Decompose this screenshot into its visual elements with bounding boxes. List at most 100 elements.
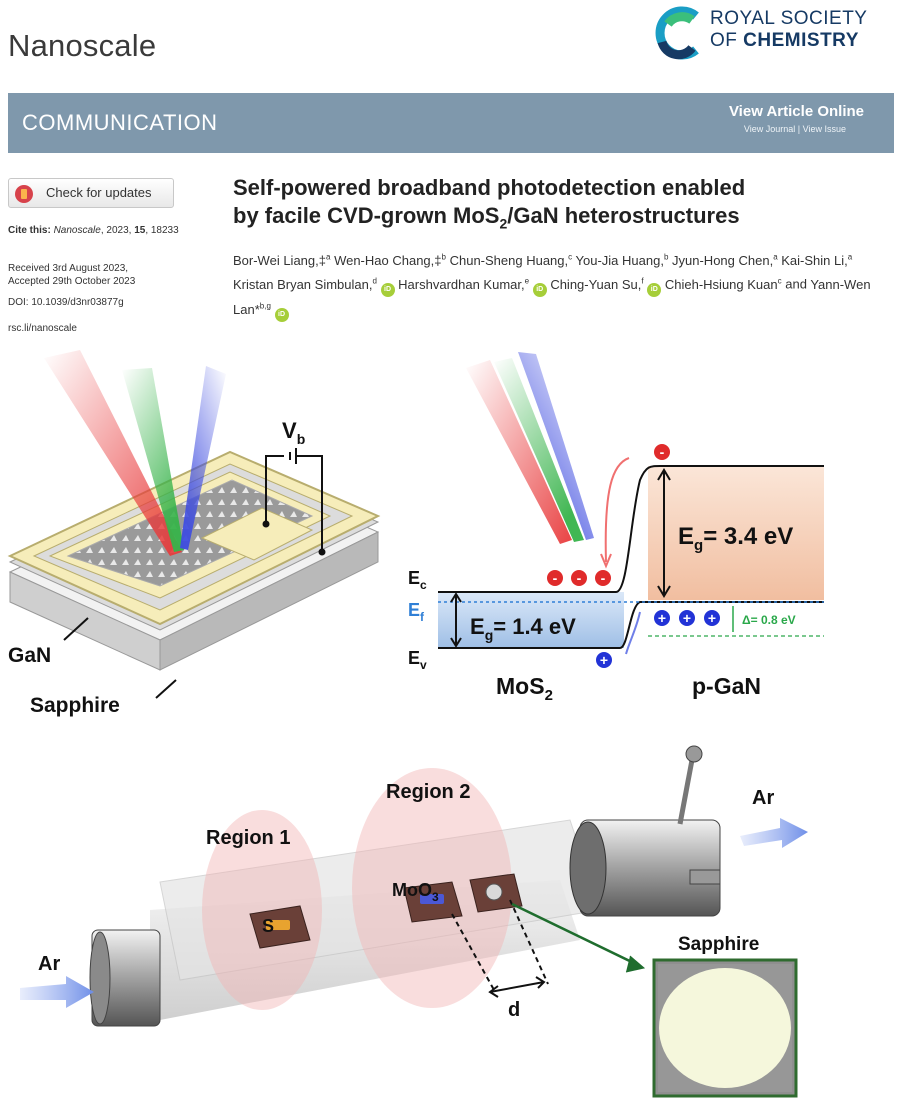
ev-label: Ev [408, 648, 427, 672]
mos2-bandgap-label: Eg= 1.4 eV [470, 614, 576, 643]
author-name[interactable]: Kai-Shin Li,a [781, 253, 852, 268]
distance-label: d [508, 999, 520, 1021]
inlet-flange-face [89, 931, 111, 1025]
outlet-fitting [689, 869, 721, 885]
bias-voltage-label: Vb [282, 418, 305, 447]
author-name[interactable]: Chun-Sheng Huang,c [450, 253, 573, 268]
moo3-powder [420, 894, 444, 904]
rsc-logo-icon [655, 6, 699, 60]
author-mark: * [254, 301, 260, 317]
moo3-label: MoO3 [392, 880, 439, 904]
sapphire-callout-line [511, 902, 641, 968]
band-blue-beam [518, 352, 594, 540]
author-name[interactable]: Wen-Hao Chang,‡b [334, 253, 446, 268]
electron-icon [595, 570, 611, 586]
author-name-text: You-Jia Huang, [575, 253, 664, 269]
view-journal-link[interactable]: View Journal [743, 124, 796, 134]
sapphire-side-right [159, 531, 379, 671]
author-name[interactable]: Harshvardhan Kumar,e iD [398, 276, 547, 297]
author-affiliation: a [847, 253, 853, 262]
links-separator: | [797, 124, 801, 134]
electron-icon [547, 570, 563, 586]
received-date: Received 3rd August 2023, [8, 263, 129, 274]
view-article-online-link[interactable]: View Article Online [728, 103, 864, 120]
electron-sign: - [553, 570, 558, 586]
green-light-beam [122, 368, 184, 552]
author-name[interactable]: Kristan Bryan Simbulan,d iD [233, 276, 395, 297]
electron-icon [654, 444, 670, 460]
gan-pointer [63, 617, 89, 641]
conduction-band [438, 465, 824, 593]
cvd-furnace: Region 1 Region 2 Ar Ar S MoO3 d Sapphir… [20, 745, 808, 1098]
author-name-text: Bor-Wei Liang, [233, 253, 319, 269]
author-name[interactable]: You-Jia Huang,b [576, 253, 669, 268]
crossmark-icon [15, 185, 33, 203]
title-line2-prefix: by facile CVD-grown MoS [233, 203, 500, 228]
doi[interactable]: DOI: 10.1039/d3nr03877g [8, 297, 124, 308]
cite-label: Cite this: [8, 225, 51, 236]
author-name-text: Yann-Wen Lan [233, 276, 871, 317]
view-issue-link[interactable]: View Issue [802, 124, 846, 134]
carrier-signs: - - - - + + + + [553, 444, 716, 668]
author-name-text: Chun-Sheng Huang, [449, 253, 569, 269]
band-red-beam [466, 360, 572, 544]
electron-sign: - [660, 444, 665, 460]
author-affiliation: b [441, 253, 446, 262]
rsc-logo-text: ROYAL SOCIETY OF CHEMISTRY [710, 8, 867, 52]
author-affiliation: b,g [259, 301, 271, 311]
electron-sign: - [601, 570, 606, 586]
author-list: Bor-Wei Liang,‡a Wen-Hao Chang,‡b Chun-S… [233, 248, 873, 322]
title-line2-suffix: /GaN heterostructures [507, 203, 740, 228]
author-name[interactable]: Ching-Yuan Su,f iD [550, 276, 662, 297]
contact-dot-1 [262, 520, 270, 528]
author-name[interactable]: Chieh-Hsiung Kuanc [664, 276, 782, 292]
rsc-logo[interactable]: ROYAL SOCIETY OF CHEMISTRY [648, 2, 898, 64]
figure-canvas: Vb GaN Sapphire [7, 350, 824, 1098]
d-arrowheads [488, 976, 546, 998]
author-affiliation: d [372, 276, 377, 286]
band-diagram: - - - - + + + + Ec Ef Ev Eg= 1.4 eV Eg= … [408, 352, 824, 704]
red-light-beam [44, 350, 182, 556]
sapphire-photo-label: Sapphire [678, 934, 759, 955]
author-name[interactable]: Yann-Wen Lan*b,g iD [233, 276, 871, 322]
graphical-abstract: Vb GaN Sapphire [0, 340, 900, 1100]
author-name-text: Chieh-Hsiung Kuan [664, 276, 778, 292]
orcid-icon[interactable]: iD [274, 307, 289, 322]
band-green-beam [494, 358, 584, 542]
publisher-line2-prefix: OF [710, 30, 744, 51]
outlet-flange-face [569, 821, 607, 915]
delta-label: Δ= 0.8 eV [742, 613, 796, 627]
hole-sign: + [658, 610, 666, 626]
gan-gap-arrowheads [657, 468, 671, 598]
hole-icon [704, 610, 720, 626]
author-name-text: Harshvardhan Kumar, [398, 276, 525, 292]
hole-icon [679, 610, 695, 626]
cite-pages: , 18233 [145, 225, 179, 236]
electron-sign: - [577, 570, 582, 586]
author-affiliation: c [568, 253, 573, 262]
orcid-icon[interactable]: iD [380, 282, 395, 297]
orcid-icon[interactable]: iD [647, 282, 662, 297]
d-arrow [489, 981, 545, 993]
valence-band [438, 601, 824, 649]
author-name-text: Kai-Shin Li, [781, 253, 848, 269]
sapphire-label: Sapphire [30, 694, 120, 717]
orcid-icon[interactable]: iD [532, 282, 547, 297]
author-name[interactable]: Bor-Wei Liang,‡a [233, 253, 330, 268]
author-name-text: Ching-Yuan Su, [550, 276, 642, 292]
article-type: COMMUNICATION [22, 110, 218, 135]
mos2-gap-arrowheads [450, 592, 462, 648]
ef-label: Ef [408, 600, 425, 624]
blue-light-beam [180, 366, 226, 550]
journal-url[interactable]: rsc.li/nanoscale [8, 323, 77, 334]
author-name[interactable]: Jyun-Hong Chen,a [672, 253, 778, 268]
journal-issue-links: View Journal | View Issue [744, 124, 846, 134]
hole-transfer-arrow [625, 611, 641, 655]
argon-inlet-arrow-icon [20, 976, 94, 1008]
device-schematic: Vb GaN Sapphire [7, 350, 381, 717]
sapphire-pointer [155, 679, 177, 699]
check-for-updates-button[interactable]: Check for updates [8, 178, 174, 208]
gan-bandgap-region [648, 466, 824, 600]
electron-transfer-arrow [604, 457, 630, 563]
electron-transfer-arrowhead [600, 553, 612, 569]
